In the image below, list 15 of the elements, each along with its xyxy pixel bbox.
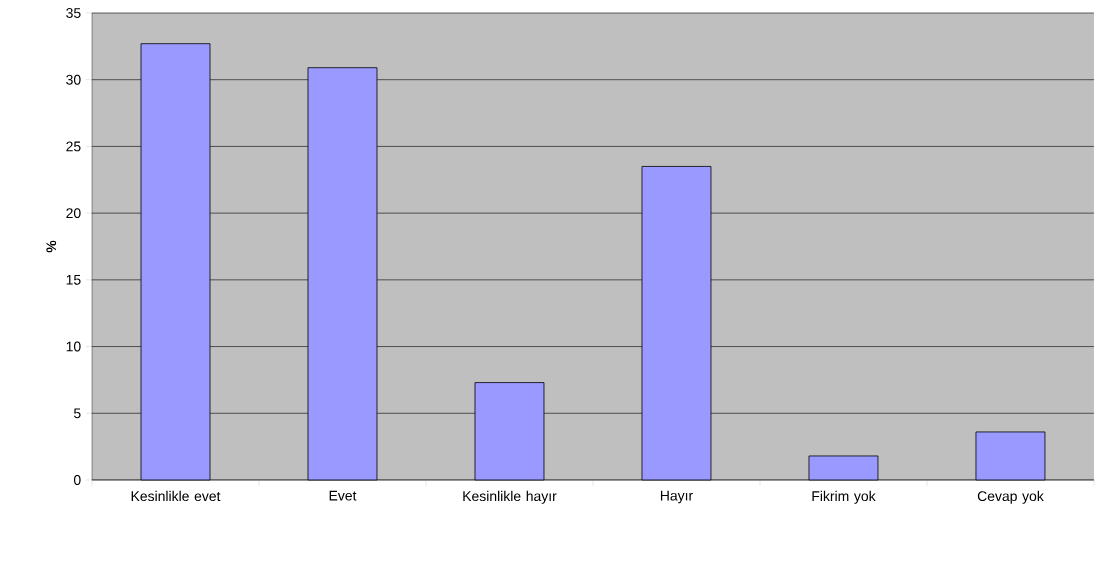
y-tick-label: 15: [66, 274, 81, 285]
y-tick-label: 10: [66, 341, 81, 352]
y-tick-label: 30: [66, 74, 81, 85]
x-tick-label: Kesinlikle evet: [131, 490, 221, 502]
y-axis-title: %: [46, 240, 57, 253]
y-tick-label: 25: [66, 141, 81, 152]
y-tick-label: 20: [66, 208, 81, 219]
y-tick-label: 5: [73, 408, 81, 419]
y-tick-label: 0: [73, 475, 81, 485]
x-tick-label: Cevap yok: [977, 490, 1044, 504]
y-tick-label: 35: [66, 8, 81, 18]
x-tick-label: Hayır: [660, 490, 693, 504]
x-tick-label: Fikrim yok: [812, 490, 876, 504]
x-tick-label: Kesinlikle hayır: [463, 490, 557, 504]
x-tick-label: Evet: [329, 490, 357, 501]
